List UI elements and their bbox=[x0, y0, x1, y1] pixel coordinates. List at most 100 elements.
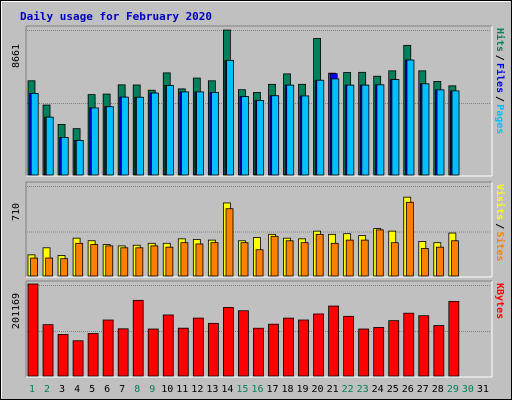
bar-sites-day-4 bbox=[75, 242, 84, 277]
y-max-label-kbytes: 201169 bbox=[11, 293, 22, 329]
bar-pages-day-20 bbox=[316, 79, 325, 176]
bar-pages-day-24 bbox=[376, 84, 385, 176]
bar-sites-day-5 bbox=[90, 244, 99, 277]
bar-kbytes-day-5 bbox=[87, 333, 99, 377]
legend-item-hits-files-pages-3: / bbox=[494, 96, 505, 102]
legend-kbytes: KBytes bbox=[494, 283, 505, 319]
legend-hits-files-pages: Hits / Files / Pages bbox=[494, 28, 506, 134]
bar-pages-day-29 bbox=[451, 90, 460, 176]
chart-title: Daily usage for February 2020 bbox=[20, 10, 212, 23]
legend-visits-sites: Visits / Sites bbox=[494, 184, 506, 262]
bar-pages-day-16 bbox=[256, 100, 265, 176]
bar-kbytes-day-21 bbox=[328, 305, 340, 377]
bar-pages-day-2 bbox=[45, 116, 54, 176]
bar-sites-day-3 bbox=[60, 258, 69, 277]
bar-sites-day-8 bbox=[135, 247, 144, 277]
x-tick-label-day-13: 13 bbox=[206, 384, 218, 395]
legend-item-hits-files-pages-1: / bbox=[494, 55, 505, 61]
bar-sites-day-18 bbox=[285, 240, 294, 277]
bar-sites-day-7 bbox=[120, 247, 129, 277]
x-tick-label-day-19: 19 bbox=[297, 384, 309, 395]
bar-pages-day-25 bbox=[391, 79, 400, 176]
x-tick-label-day-24: 24 bbox=[372, 384, 384, 395]
bar-sites-day-14 bbox=[225, 208, 234, 277]
bar-pages-day-19 bbox=[301, 95, 310, 176]
bar-sites-day-6 bbox=[105, 245, 114, 277]
bar-kbytes-day-12 bbox=[192, 317, 204, 377]
bar-pages-day-1 bbox=[30, 93, 39, 176]
x-tick-label-day-22: 22 bbox=[342, 384, 354, 395]
bar-sites-day-10 bbox=[165, 246, 174, 277]
x-tick-label-day-30: 30 bbox=[462, 384, 474, 395]
bar-pages-day-12 bbox=[196, 91, 204, 176]
bar-kbytes-day-14 bbox=[222, 307, 234, 377]
bar-sites-day-13 bbox=[210, 242, 219, 277]
legend-item-kbytes-0: KBytes bbox=[494, 283, 505, 319]
bar-kbytes-day-26 bbox=[403, 312, 415, 377]
bar-pages-day-15 bbox=[241, 96, 250, 176]
bar-pages-day-18 bbox=[286, 84, 295, 176]
x-tick-label-day-16: 16 bbox=[251, 384, 263, 395]
bar-kbytes-day-29 bbox=[448, 300, 460, 377]
bar-sites-day-9 bbox=[150, 245, 159, 277]
x-tick-label-day-8: 8 bbox=[134, 384, 140, 395]
x-tick-label-day-29: 29 bbox=[447, 384, 459, 395]
bar-kbytes-day-19 bbox=[298, 319, 309, 377]
bar-kbytes-day-23 bbox=[358, 328, 370, 377]
bar-kbytes-day-7 bbox=[117, 328, 129, 377]
y-max-label-hits-files-pages: 8661 bbox=[11, 44, 22, 68]
legend-item-visits-sites-2: Sites bbox=[494, 231, 506, 261]
bar-kbytes-day-8 bbox=[132, 299, 144, 377]
x-tick-label-day-5: 5 bbox=[89, 384, 95, 395]
bar-sites-day-26 bbox=[405, 201, 414, 277]
x-tick-label-day-7: 7 bbox=[119, 384, 125, 395]
bar-pages-day-17 bbox=[271, 95, 280, 176]
x-tick-label-day-12: 12 bbox=[191, 384, 203, 395]
bar-sites-day-12 bbox=[195, 243, 204, 277]
bar-kbytes-day-27 bbox=[418, 315, 430, 377]
bar-pages-day-27 bbox=[421, 83, 430, 176]
x-tick-label-day-28: 28 bbox=[432, 384, 444, 395]
bar-sites-day-29 bbox=[451, 240, 459, 277]
bar-sites-day-21 bbox=[330, 242, 339, 277]
legend-item-visits-sites-0: Visits bbox=[494, 184, 506, 220]
bar-kbytes-day-9 bbox=[147, 328, 159, 377]
bar-pages-day-3 bbox=[60, 137, 69, 176]
x-tick-label-day-31: 31 bbox=[477, 384, 489, 395]
bar-pages-day-5 bbox=[90, 107, 99, 176]
x-tick-label-day-18: 18 bbox=[281, 384, 293, 395]
bar-kbytes-day-13 bbox=[207, 322, 219, 377]
bar-sites-day-1 bbox=[30, 257, 39, 277]
legend-item-hits-files-pages-4: Pages bbox=[494, 104, 505, 134]
bar-sites-day-19 bbox=[300, 242, 309, 277]
bar-kbytes-day-22 bbox=[343, 315, 355, 377]
bar-kbytes-day-20 bbox=[313, 313, 324, 377]
bar-kbytes-day-4 bbox=[72, 340, 84, 377]
bar-sites-day-28 bbox=[436, 246, 444, 277]
bar-pages-day-13 bbox=[211, 91, 219, 176]
x-tick-label-day-6: 6 bbox=[104, 384, 110, 395]
bar-kbytes-day-3 bbox=[57, 334, 69, 377]
bar-kbytes-day-17 bbox=[268, 323, 279, 377]
bar-kbytes-day-1 bbox=[27, 283, 39, 377]
bar-kbytes-day-24 bbox=[373, 327, 385, 377]
x-tick-label-day-11: 11 bbox=[176, 384, 188, 395]
bar-sites-day-16 bbox=[255, 249, 264, 277]
bar-sites-day-23 bbox=[360, 239, 369, 277]
bar-pages-day-14 bbox=[226, 59, 234, 176]
bar-sites-day-20 bbox=[315, 233, 324, 277]
bar-pages-day-6 bbox=[105, 106, 114, 176]
bar-kbytes-day-25 bbox=[388, 320, 400, 377]
x-tick-label-day-25: 25 bbox=[387, 384, 399, 395]
bar-kbytes-day-10 bbox=[162, 314, 174, 377]
bar-sites-day-24 bbox=[375, 229, 384, 277]
bar-sites-day-17 bbox=[270, 235, 279, 277]
legend-item-hits-files-pages-2: Files bbox=[494, 63, 506, 93]
bar-pages-day-26 bbox=[406, 59, 415, 176]
bar-kbytes-day-11 bbox=[177, 327, 189, 377]
x-tick-label-day-20: 20 bbox=[312, 384, 324, 395]
bar-sites-day-25 bbox=[390, 242, 399, 277]
bar-pages-day-8 bbox=[136, 96, 144, 176]
